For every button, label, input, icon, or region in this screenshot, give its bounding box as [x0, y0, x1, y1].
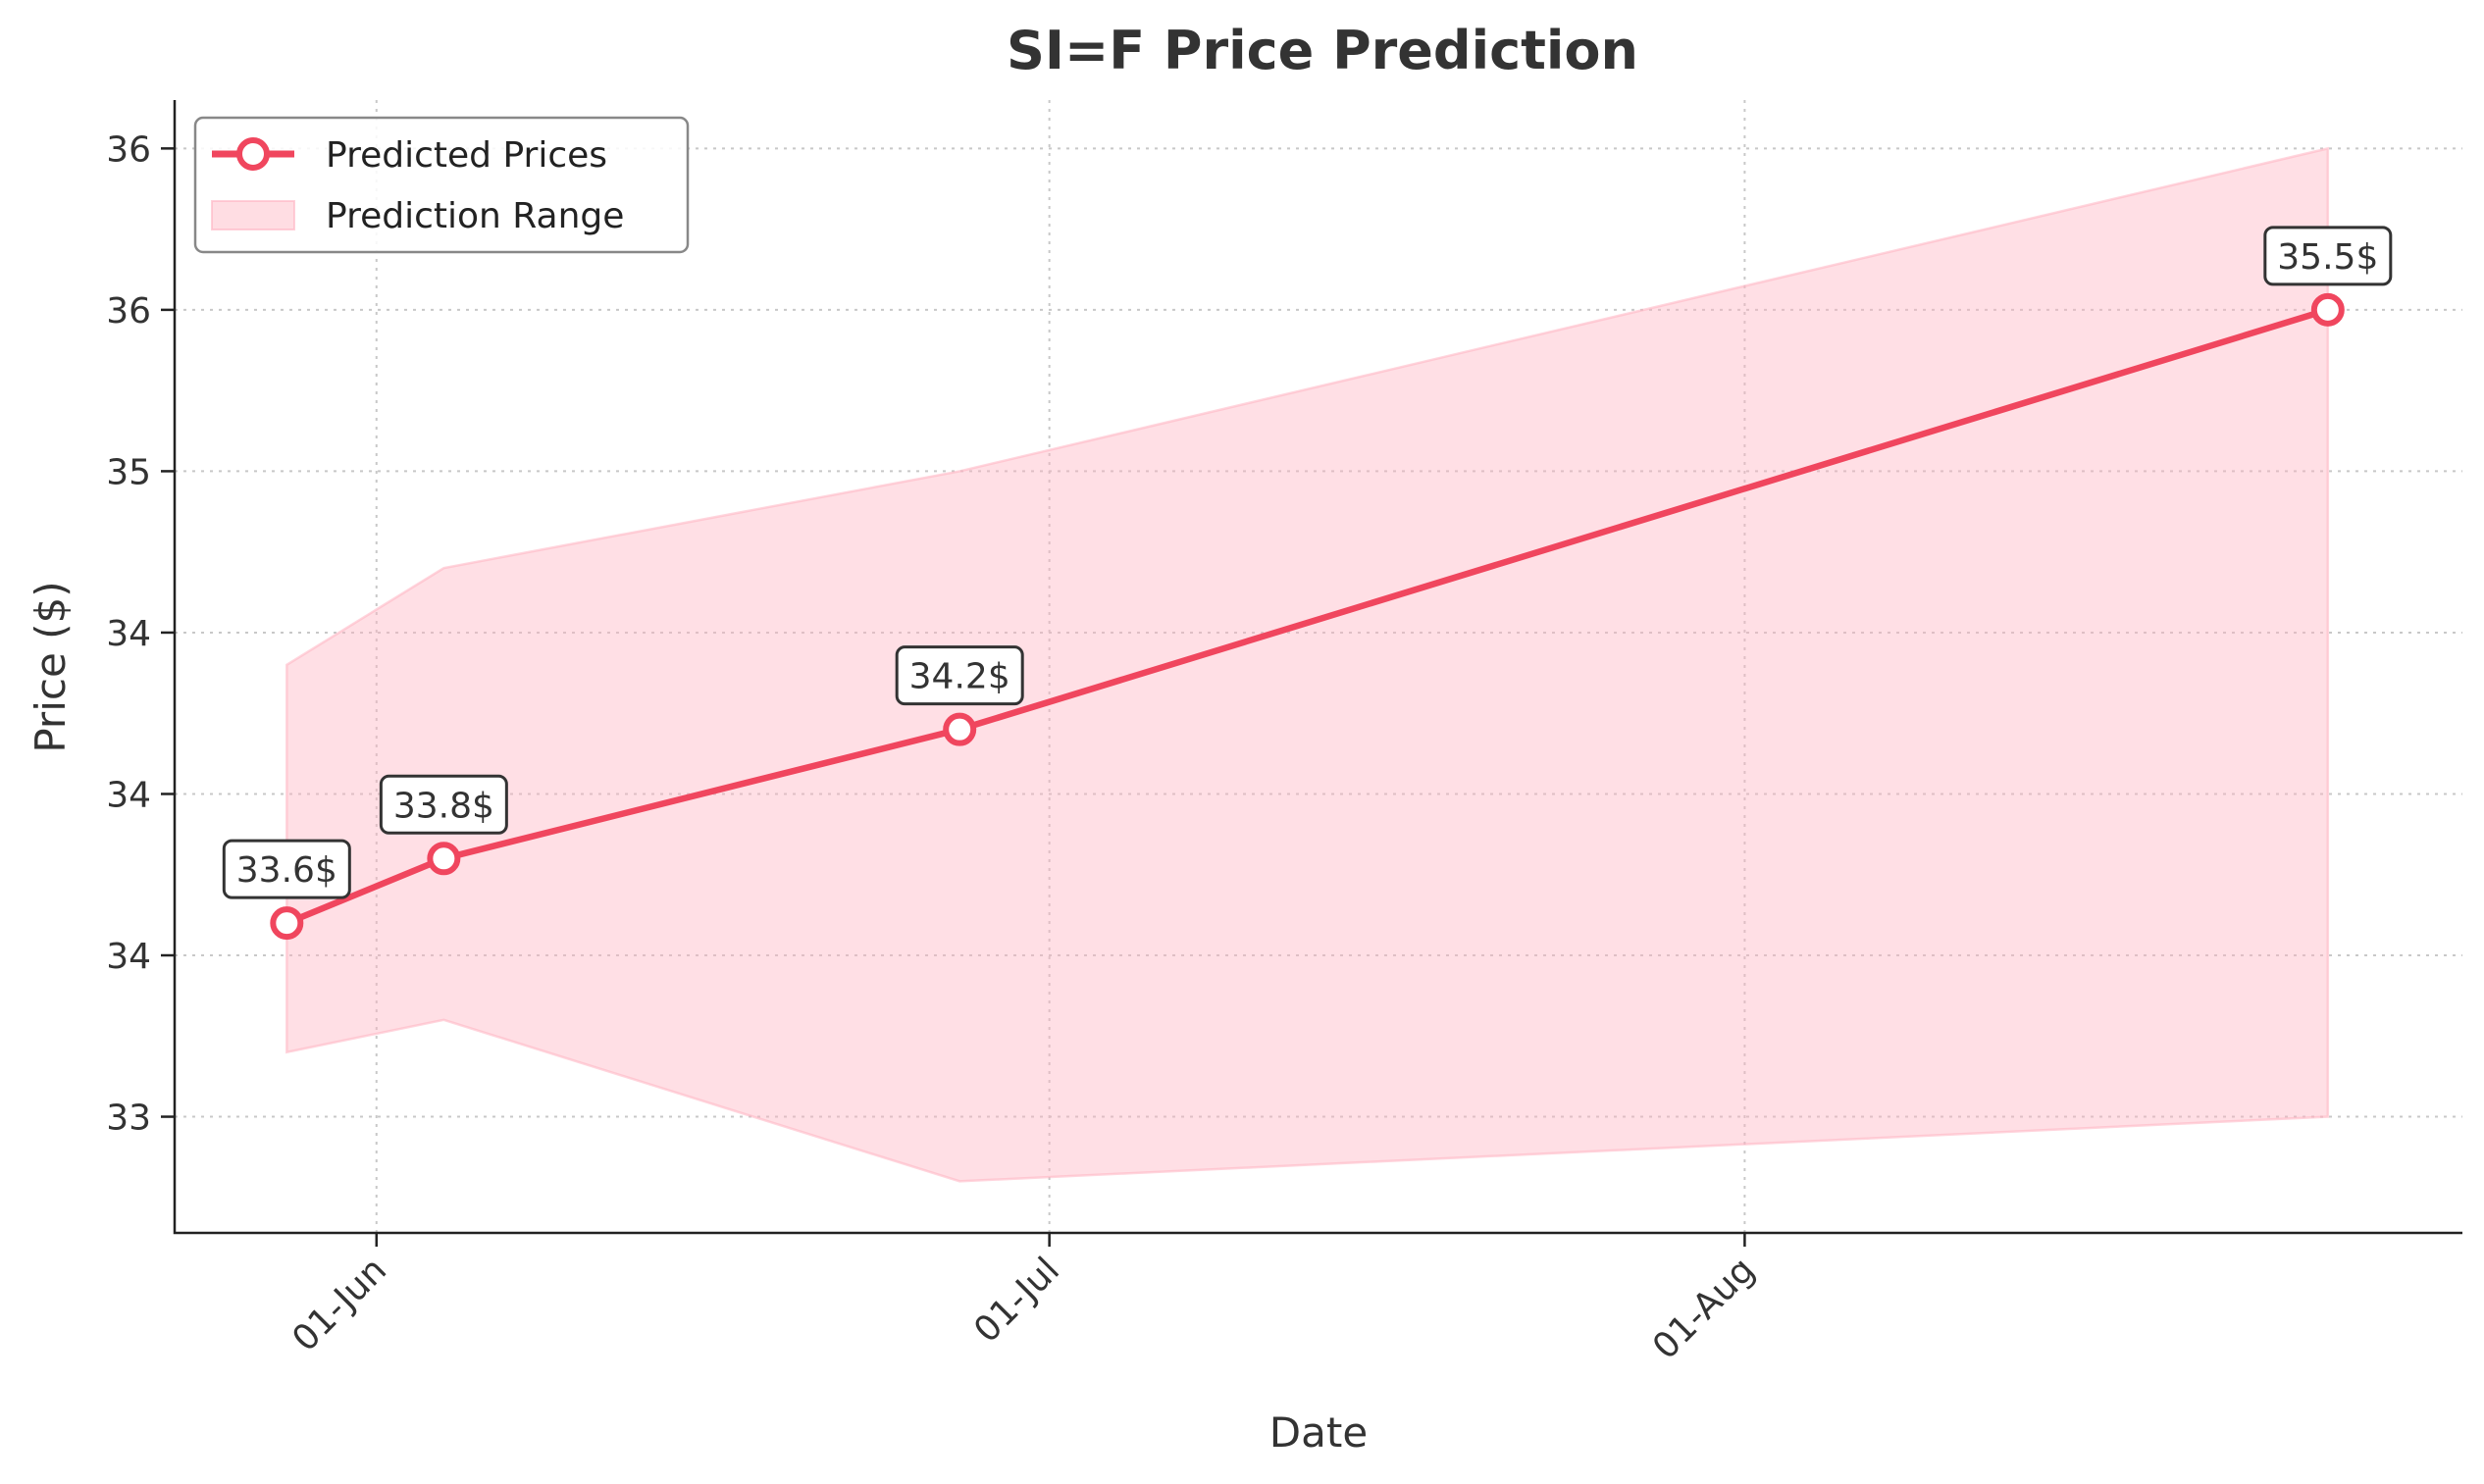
data-point	[943, 712, 977, 746]
x-tick-label: 01-Jul	[966, 1250, 1067, 1351]
y-tick-label: 35	[106, 452, 151, 492]
data-label-box	[895, 645, 1024, 706]
x-axis-ticks: 01-Jun 01-Jul 01-Aug	[285, 1233, 1763, 1367]
data-label: 34.2$	[895, 645, 1024, 706]
x-axis-label: Date	[1269, 1408, 1368, 1457]
data-label: 33.8$	[379, 774, 508, 835]
data-labels: 33.6$ 33.8$ 34.2$ 35.5$	[222, 226, 2393, 899]
prediction-range-band	[285, 146, 2330, 1183]
data-point	[270, 906, 304, 941]
data-label-box	[379, 774, 508, 835]
legend-area-swatch	[211, 200, 295, 230]
predicted-prices-line	[284, 306, 2332, 927]
legend-label-predicted-prices: Predicted Prices	[326, 135, 607, 176]
y-tick-label: 34	[106, 937, 151, 977]
y-tick-label: 36	[106, 291, 151, 332]
data-label-text: 33.8$	[393, 786, 494, 826]
data-label: 35.5$	[2263, 226, 2393, 286]
predicted-prices-points	[270, 292, 2345, 941]
data-point	[2310, 292, 2345, 327]
y-tick-label: 33	[106, 1099, 151, 1139]
data-label-text: 34.2$	[909, 657, 1010, 697]
legend-label-prediction-range: Prediction Range	[326, 196, 624, 236]
x-tick-label: 01-Aug	[1645, 1250, 1763, 1367]
legend: Predicted Prices Prediction Range	[193, 116, 690, 254]
y-tick-label: 34	[106, 775, 151, 815]
data-label-box	[222, 839, 351, 899]
y-tick-label: 36	[106, 129, 151, 170]
chart-title: SI=F Price Prediction	[1007, 20, 1638, 81]
y-axis-ticks: 33 34 34 34 35 36 36	[106, 129, 175, 1139]
x-tick-label: 01-Jun	[285, 1250, 394, 1359]
y-tick-label: 34	[106, 614, 151, 654]
y-axis-label: Price ($)	[26, 581, 75, 752]
data-label-text: 33.6$	[236, 850, 337, 891]
data-point	[427, 842, 461, 876]
data-label-text: 35.5$	[2277, 237, 2378, 278]
predicted-prices-series-line	[284, 306, 2332, 927]
axis-spines	[173, 100, 2462, 1235]
legend-marker-swatch	[236, 137, 270, 171]
data-label-box	[2263, 226, 2393, 286]
prediction-range-area	[285, 146, 2330, 1183]
data-label: 33.6$	[222, 839, 351, 899]
legend-frame	[193, 116, 690, 254]
